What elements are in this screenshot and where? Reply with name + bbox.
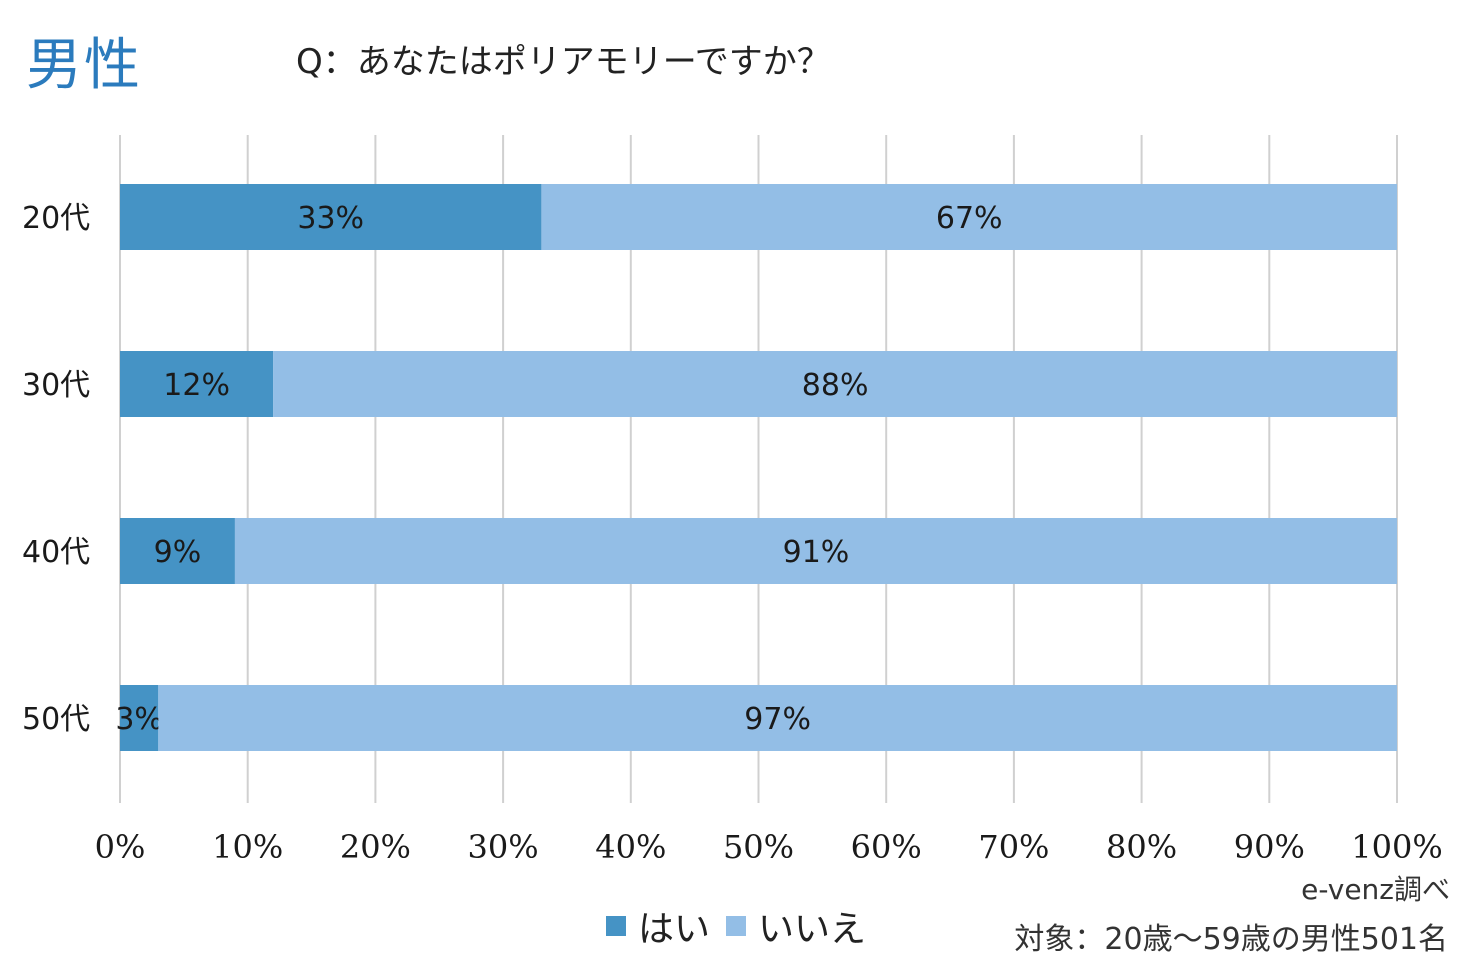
legend-label-no: いいえ	[758, 909, 867, 950]
bar-yes-1	[120, 351, 274, 417]
bar-yes-2	[120, 518, 235, 584]
target-note: 対象：20歳～59歳の男性501名	[1014, 922, 1448, 957]
x-tick-label-3: 30%	[468, 828, 539, 866]
bar-no-2	[234, 518, 1398, 584]
data-label-no-0: 67%	[936, 201, 1003, 236]
data-label-yes-3: 3%	[115, 702, 163, 737]
x-tick-label-7: 70%	[978, 828, 1049, 866]
data-label-yes-2: 9%	[154, 535, 202, 570]
bar-yes-0	[120, 184, 542, 250]
x-tick-label-4: 40%	[595, 828, 666, 866]
category-label-2: 40代	[22, 535, 90, 570]
bar-yes-3	[120, 685, 159, 751]
data-label-no-3: 97%	[744, 702, 811, 737]
gender-title: 男性	[26, 33, 142, 98]
x-tick-label-1: 10%	[212, 828, 283, 866]
x-tick-label-10: 100%	[1351, 828, 1442, 866]
legend-item-no: いいえ	[726, 900, 866, 952]
legend-label-yes: はい	[638, 909, 711, 950]
data-label-yes-0: 33%	[297, 201, 364, 236]
bar-no-1	[273, 351, 1397, 417]
bar-no-3	[158, 685, 1397, 751]
x-tick-label-8: 80%	[1106, 828, 1177, 866]
source-note: e-venz調べ	[1301, 873, 1450, 906]
data-label-no-1: 88%	[802, 368, 869, 403]
category-label-3: 50代	[22, 702, 90, 737]
x-tick-label-0: 0%	[95, 828, 146, 866]
legend-swatch-yes	[606, 916, 626, 936]
data-label-yes-1: 12%	[163, 368, 230, 403]
data-label-no-2: 91%	[783, 535, 850, 570]
legend-item-yes: はい	[606, 900, 710, 952]
legend: はい いいえ	[606, 900, 866, 952]
category-label-0: 20代	[22, 201, 90, 236]
legend-swatch-no	[726, 916, 747, 936]
question-title: Q：あなたはポリアモリーですか？	[296, 42, 831, 82]
x-tick-label-5: 50%	[723, 828, 794, 866]
x-tick-label-2: 20%	[340, 828, 411, 866]
x-tick-label-9: 90%	[1234, 828, 1305, 866]
category-label-1: 30代	[22, 368, 90, 403]
bar-no-0	[541, 184, 1397, 250]
x-tick-label-6: 60%	[851, 828, 922, 866]
